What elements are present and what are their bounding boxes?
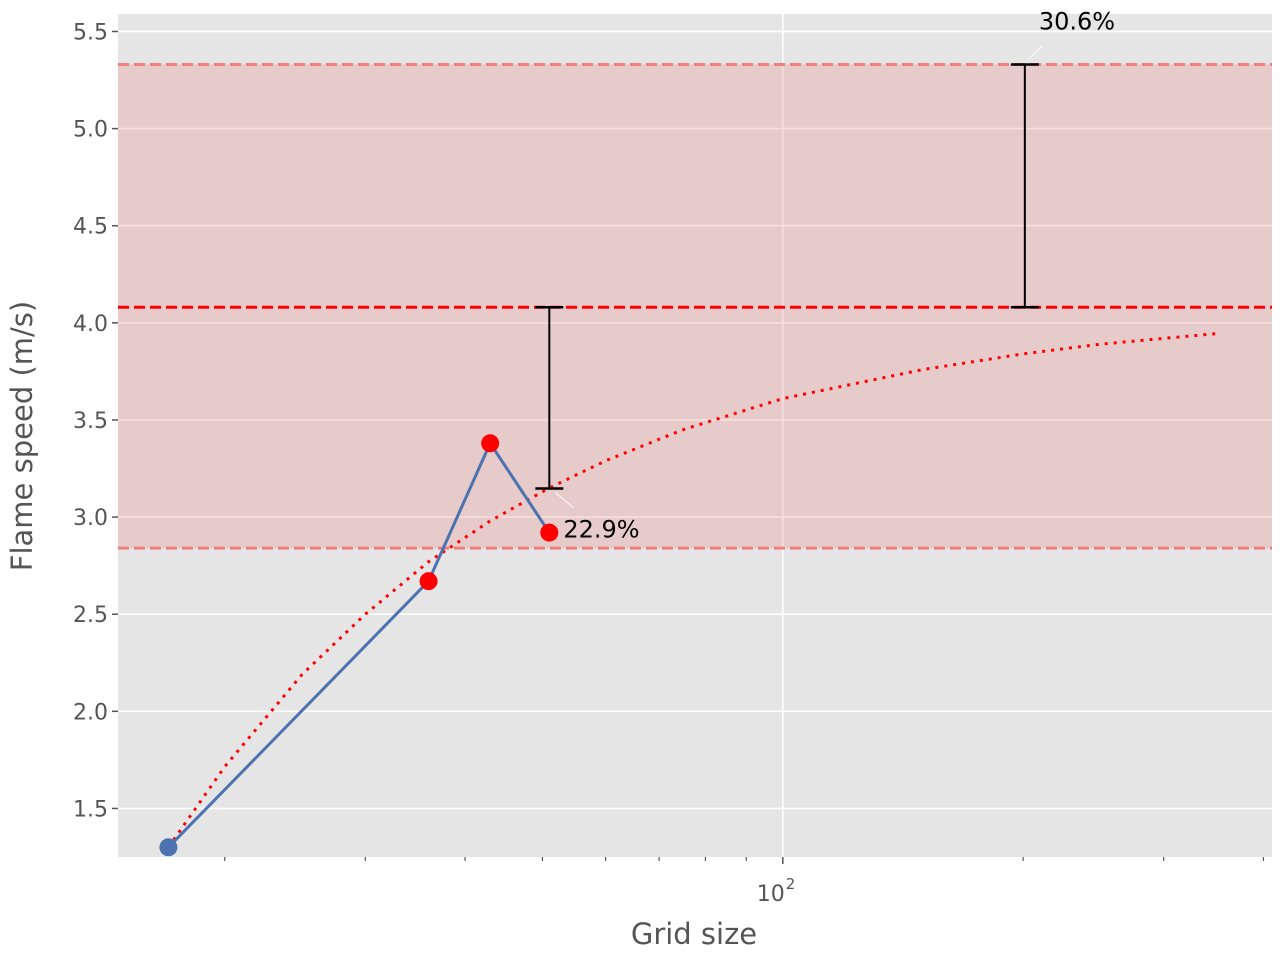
y-tick-label: 5.5 [73, 20, 108, 45]
x-tick-exponent: 2 [786, 875, 796, 893]
x-tick-label: 10 [757, 882, 785, 907]
annotation-label: 22.9% [563, 516, 639, 544]
y-tick-label: 2.0 [73, 700, 108, 725]
y-tick-label: 4.0 [73, 312, 108, 337]
series: 22.9% 30.6% [118, 8, 1272, 857]
annotation-arrow [554, 492, 574, 508]
y-tick-label: 3.0 [73, 506, 108, 531]
y-tick-label: 4.5 [73, 215, 108, 240]
data-point [481, 434, 500, 453]
annotation-label: 30.6% [1039, 8, 1115, 36]
y-tick-label: 5.0 [73, 118, 108, 143]
grid [118, 14, 1272, 857]
y-tick-label: 3.5 [73, 409, 108, 434]
x-axis-label: Grid size [631, 917, 757, 951]
data-point [159, 838, 178, 857]
y-tick-label: 2.5 [73, 603, 108, 628]
plot-background [118, 14, 1272, 857]
y-tick-label: 1.5 [73, 797, 108, 822]
data-point [419, 572, 438, 591]
annotation-arrow [1027, 45, 1044, 60]
simulation-line [167, 440, 551, 849]
y-axis-label: Flame speed (m/s) [5, 301, 39, 571]
data-point [540, 523, 559, 542]
axes-ticks: 1.5 2.0 2.5 3.0 3.5 4.0 4.5 5.0 5.5 10 2 [73, 20, 1265, 907]
